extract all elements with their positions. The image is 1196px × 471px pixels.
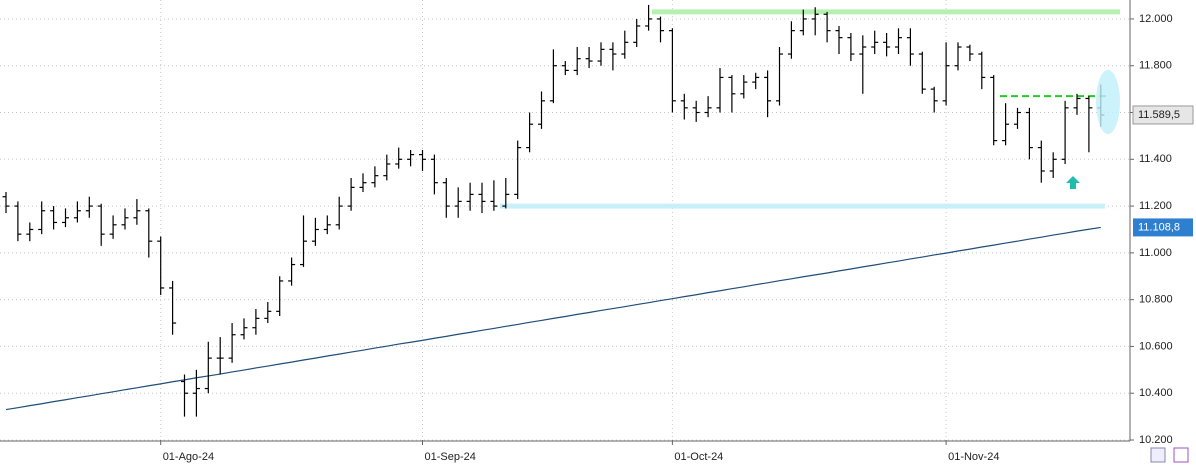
moving-average <box>5 226 1101 411</box>
up-arrow <box>1066 176 1080 189</box>
y-tick-label: 11.800 <box>1139 60 1172 72</box>
icon-button[interactable] <box>1150 447 1166 463</box>
y-tick-label: 11.400 <box>1139 153 1172 165</box>
icon-button[interactable] <box>1173 447 1189 463</box>
plot <box>0 0 1130 441</box>
x-tick-label: 01-Sep-24 <box>425 451 476 463</box>
y-tick-label: 10.800 <box>1139 294 1173 306</box>
y-tick-label: 10.600 <box>1139 340 1173 352</box>
y-tick-label: 11.000 <box>1139 247 1172 259</box>
y-tick-label: 12.000 <box>1139 13 1173 25</box>
last-ma-label: 11.108,8 <box>1138 221 1180 233</box>
last-price-label: 11.589,5 <box>1138 109 1180 121</box>
x-tick-label: 01-Nov-24 <box>948 451 999 463</box>
last-price-box <box>1132 105 1194 125</box>
y-tick-label: 10.400 <box>1139 387 1173 399</box>
highlight-ellipse <box>1096 70 1120 134</box>
last-ma-box <box>1133 218 1193 237</box>
y-tick-label: 11.200 <box>1139 200 1172 212</box>
x-tick-label: 01-Ago-24 <box>163 451 214 463</box>
x-tick-label: 01-Oct-24 <box>674 451 723 463</box>
y-tick-label: 10.200 <box>1139 434 1173 446</box>
